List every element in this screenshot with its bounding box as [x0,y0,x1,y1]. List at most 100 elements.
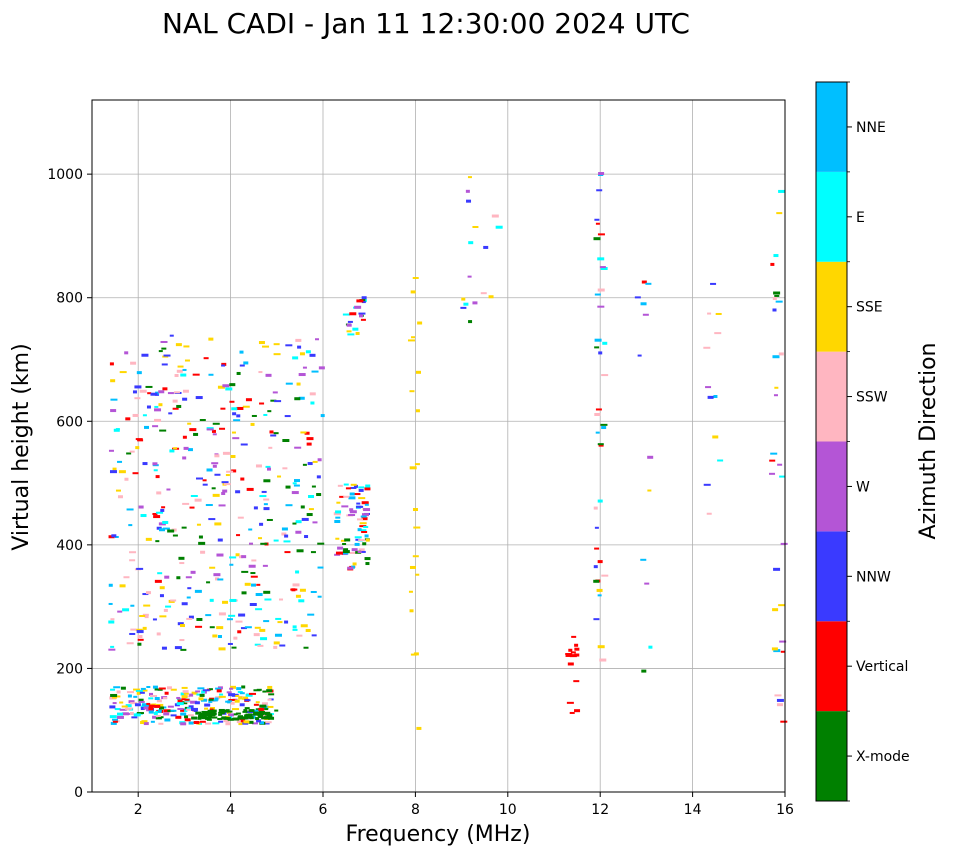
echo-point [252,713,260,716]
echo-point [205,722,212,725]
echo-point [197,687,205,690]
echo-point [243,720,250,724]
echo-point [307,613,315,616]
echo-point [255,593,263,597]
echo-point [261,716,268,720]
echo-point [142,689,148,692]
colorbar-label: Azimuth Direction [916,342,941,539]
echo-point [277,621,283,624]
echo-point [569,654,577,658]
echo-point [222,600,229,604]
echo-point [152,685,158,689]
echo-point [273,343,280,346]
echo-point [201,716,206,719]
echo-point [229,400,235,403]
echo-point [198,535,203,539]
echo-point [156,491,162,495]
echo-point [218,504,226,507]
echo-point [355,331,360,335]
echo-point [127,694,132,698]
echo-point [295,530,302,534]
echo-point [174,374,179,378]
echo-point [308,508,314,511]
echo-point [156,526,162,530]
echo-point [133,695,138,698]
echo-point [285,382,293,385]
echo-point [317,595,322,598]
echo-point [232,437,240,440]
echo-point [240,716,248,720]
echo-point [193,708,198,712]
x-axis-label: Frequency (MHz) [346,822,531,847]
echo-point [108,449,114,452]
echo-point [593,579,600,583]
echo-point [601,574,609,577]
echo-point [310,401,315,405]
echo-point [248,709,255,713]
echo-point [217,635,222,639]
echo-point [243,361,249,365]
echo-point [706,512,712,515]
echo-point [358,497,366,500]
echo-point [142,462,148,466]
echo-point [190,700,198,704]
echo-point [131,716,138,719]
echo-point [180,712,187,716]
echo-point [565,653,572,657]
echo-point [301,517,309,521]
echo-point [284,551,291,554]
echo-point [138,700,145,703]
echo-point [152,715,158,719]
echo-point [412,508,418,512]
echo-point [258,341,265,345]
echo-point [132,413,139,417]
echo-point [415,370,421,374]
echo-point [110,645,115,648]
echo-point [210,699,218,702]
echo-point [358,488,364,492]
echo-point [256,583,261,586]
echo-point [154,688,160,691]
echo-point [186,707,191,710]
echo-point [216,626,224,630]
echo-point [263,590,271,594]
echo-point [769,472,776,475]
echo-point [218,713,223,716]
echo-point [146,686,151,689]
echo-point [243,709,248,713]
echo-point [283,540,291,543]
echo-point [245,693,253,697]
echo-point [307,462,313,466]
echo-point [285,485,291,489]
echo-point [236,371,241,375]
echo-point [293,484,300,487]
echo-point [155,475,160,479]
echo-point [222,384,230,388]
echo-point [225,722,231,726]
echo-point [334,520,341,524]
echo-point [647,489,652,492]
echo-point [152,462,158,466]
echo-point [167,705,174,708]
echo-point [130,604,135,607]
echo-point [780,650,785,653]
echo-point [145,385,153,388]
echo-point [244,714,251,717]
y-axis-label: Virtual height (km) [9,343,34,550]
echo-point [163,712,170,716]
echo-point [206,428,214,431]
echo-point [190,570,196,574]
echo-point [267,410,272,413]
echo-point [365,562,370,566]
echo-point [295,594,301,598]
echo-point [137,439,144,442]
echo-point [593,237,601,241]
echo-point [212,464,217,468]
echo-point [181,686,188,689]
echo-point [196,477,204,480]
echo-point [204,713,211,717]
echo-point [167,529,175,533]
echo-point [214,454,220,458]
echo-point [295,338,302,342]
echo-point [258,371,263,374]
